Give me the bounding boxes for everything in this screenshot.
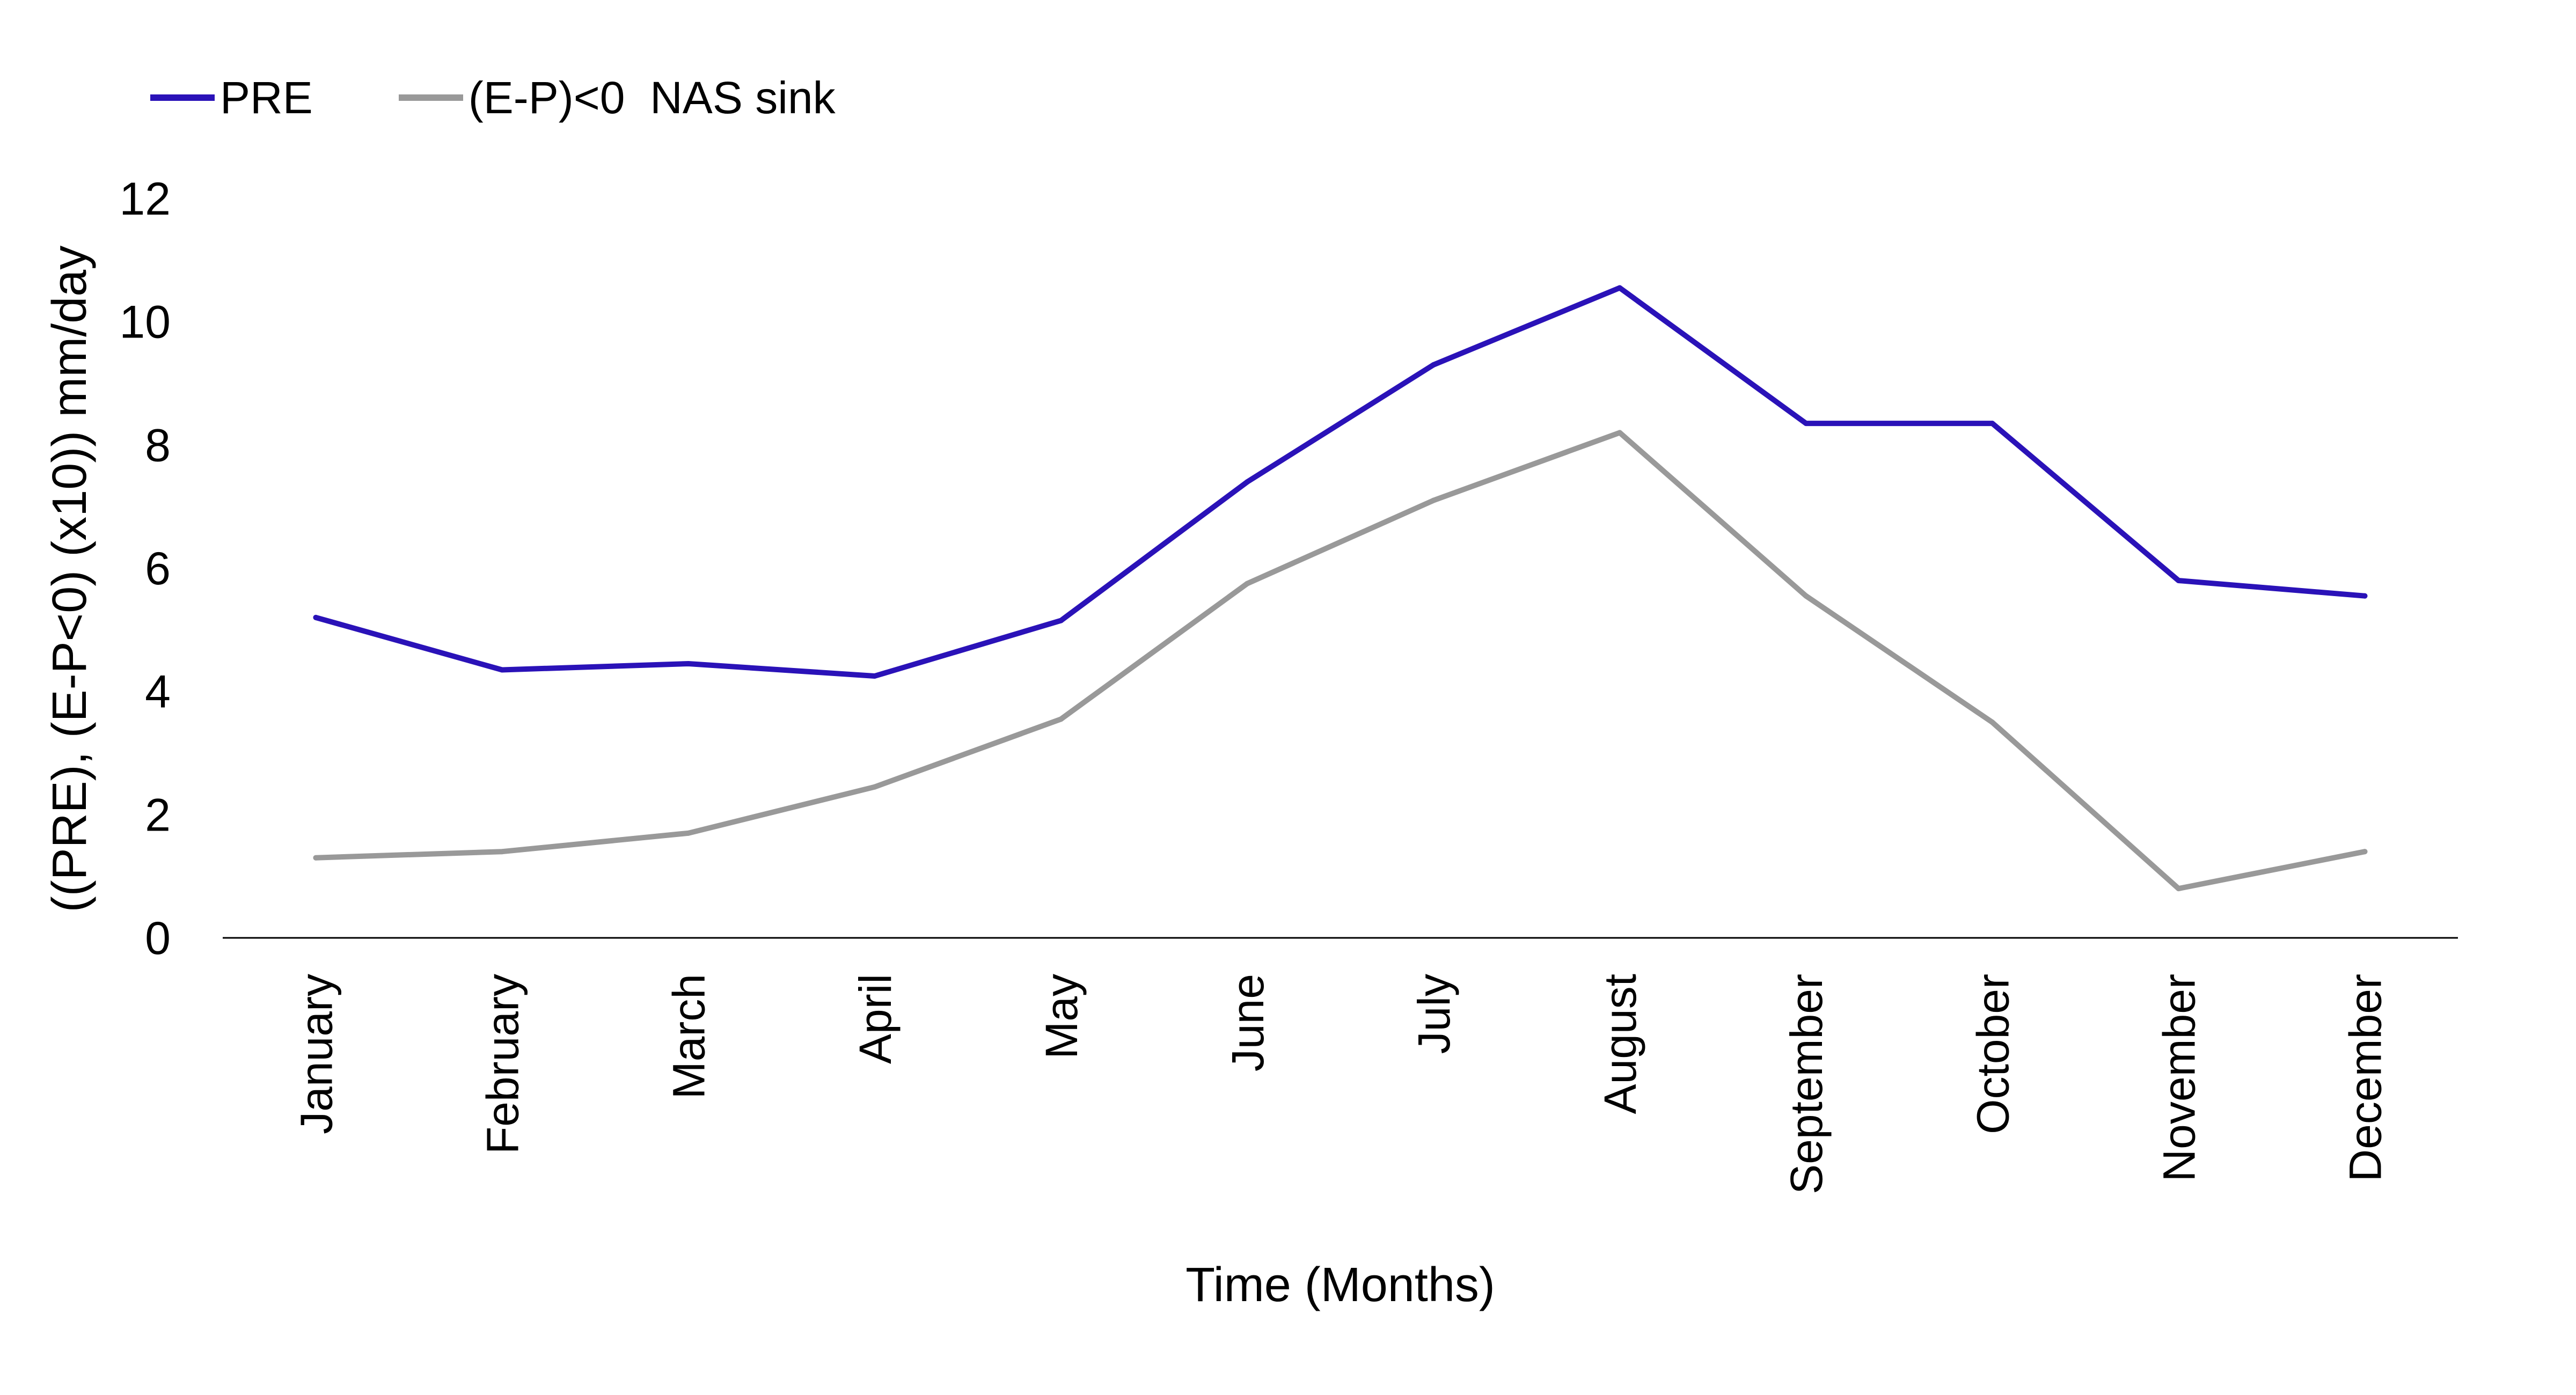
x-tick-label: June bbox=[1223, 974, 1273, 1071]
data-point[interactable] bbox=[2176, 577, 2182, 583]
data-point[interactable] bbox=[1431, 362, 1437, 368]
x-tick-label: September bbox=[1781, 974, 1832, 1194]
data-point[interactable] bbox=[1617, 430, 1623, 436]
data-point[interactable] bbox=[313, 855, 319, 861]
data-point[interactable] bbox=[1989, 719, 1995, 725]
legend: PRE (E-P)<0 NAS sink bbox=[150, 75, 921, 120]
legend-label-nas-sink: (E-P)<0 NAS sink bbox=[468, 72, 836, 123]
series-group bbox=[313, 285, 2368, 892]
data-point[interactable] bbox=[2362, 849, 2368, 855]
data-point[interactable] bbox=[499, 849, 505, 855]
x-tick-label: April bbox=[850, 974, 901, 1064]
data-point[interactable] bbox=[1989, 421, 1995, 427]
x-tick-label: May bbox=[1036, 974, 1087, 1059]
series-line-1[interactable] bbox=[313, 430, 2368, 892]
x-axis-title: Time (Months) bbox=[1185, 1258, 1495, 1312]
data-point[interactable] bbox=[872, 673, 877, 679]
series-line-0[interactable] bbox=[313, 285, 2368, 679]
legend-item-nas-sink[interactable]: (E-P)<0 NAS sink bbox=[398, 72, 836, 123]
x-tick-label: July bbox=[1409, 974, 1459, 1054]
data-point[interactable] bbox=[1244, 581, 1250, 586]
y-tick-label: 6 bbox=[145, 543, 171, 594]
data-point[interactable] bbox=[685, 660, 691, 666]
data-point[interactable] bbox=[872, 784, 877, 790]
legend-swatch-pre bbox=[150, 94, 215, 101]
x-tick-label: November bbox=[2154, 974, 2204, 1181]
x-axis-ticks: January February March April May June July Augu… bbox=[291, 974, 2391, 1194]
data-point[interactable] bbox=[313, 614, 319, 620]
x-tick-label: December bbox=[2340, 974, 2390, 1181]
y-axis-ticks: 0 2 4 6 8 10 12 bbox=[119, 173, 171, 964]
x-tick-label: March bbox=[664, 974, 714, 1099]
y-tick-label: 4 bbox=[145, 666, 171, 718]
y-tick-label: 2 bbox=[145, 789, 171, 841]
data-point[interactable] bbox=[1617, 285, 1623, 291]
legend-item-pre[interactable]: PRE bbox=[150, 75, 313, 120]
x-tick-label: October bbox=[1967, 974, 2018, 1134]
legend-label-pre: PRE bbox=[220, 72, 313, 123]
y-axis-title: ((PRE), (E-P<0) (x10)) mm/day bbox=[43, 246, 97, 913]
legend-swatch-nas-sink bbox=[398, 94, 463, 101]
x-tick-label: August bbox=[1595, 974, 1645, 1114]
data-point[interactable] bbox=[685, 830, 691, 836]
y-tick-label: 12 bbox=[119, 173, 171, 225]
data-point[interactable] bbox=[1058, 716, 1064, 722]
x-tick-label: February bbox=[478, 974, 528, 1154]
data-point[interactable] bbox=[1803, 421, 1809, 427]
y-tick-label: 0 bbox=[145, 913, 171, 964]
data-point[interactable] bbox=[1244, 479, 1250, 485]
data-point[interactable] bbox=[1058, 618, 1064, 623]
data-point[interactable] bbox=[2176, 886, 2182, 892]
y-tick-label: 8 bbox=[145, 420, 171, 471]
data-point[interactable] bbox=[2362, 593, 2368, 599]
data-point[interactable] bbox=[1431, 497, 1437, 503]
data-point[interactable] bbox=[1803, 593, 1809, 599]
x-tick-label: January bbox=[291, 974, 342, 1134]
data-point[interactable] bbox=[499, 667, 505, 673]
y-tick-label: 10 bbox=[119, 297, 171, 348]
